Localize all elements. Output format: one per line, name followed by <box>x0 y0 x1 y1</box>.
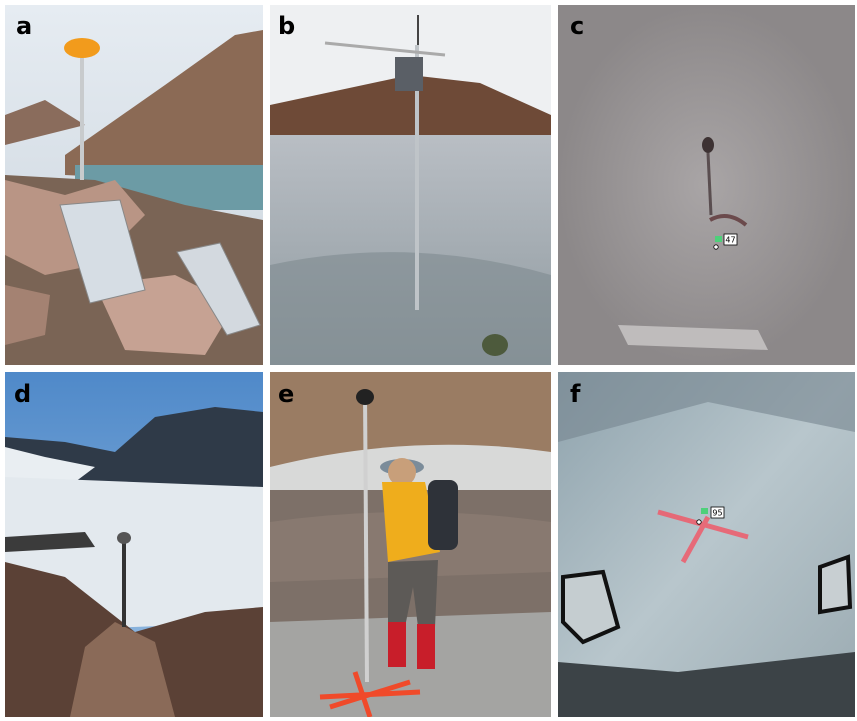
photo-d <box>5 372 263 717</box>
panel-label: b <box>278 12 295 40</box>
panel-label: c <box>570 12 584 40</box>
panel-label: f <box>570 380 581 408</box>
panel-label: d <box>14 380 31 408</box>
photo-c: 47 <box>558 5 855 365</box>
marker-label: 95 <box>712 509 722 518</box>
photo-e <box>270 372 551 717</box>
panel-label: a <box>16 12 32 40</box>
photo-b <box>270 5 551 365</box>
panel-label: e <box>278 380 294 408</box>
photo-a <box>5 5 263 365</box>
photo-f: 95 <box>558 372 855 717</box>
marker-label: 47 <box>725 236 735 245</box>
